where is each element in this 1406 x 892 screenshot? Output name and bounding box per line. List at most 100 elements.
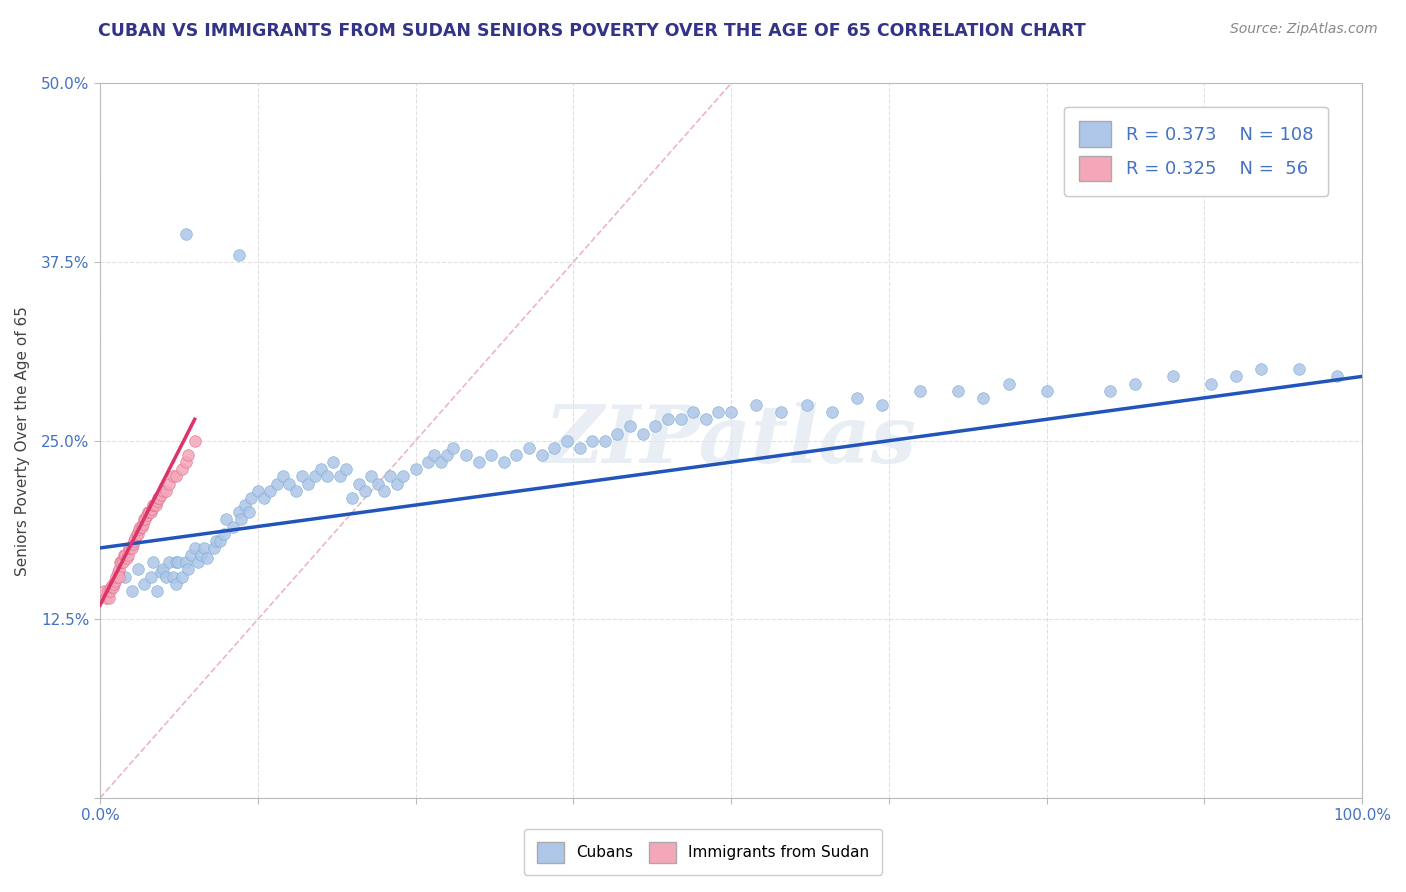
Point — [162, 569, 184, 583]
Point — [208, 533, 231, 548]
Point — [304, 469, 326, 483]
Point — [135, 508, 157, 522]
Point — [141, 502, 163, 516]
Point — [129, 519, 152, 533]
Point — [530, 448, 553, 462]
Point — [796, 398, 818, 412]
Point — [246, 483, 269, 498]
Point — [271, 469, 294, 483]
Point — [405, 462, 427, 476]
Point — [159, 555, 181, 569]
Point — [1225, 369, 1247, 384]
Point — [707, 405, 730, 419]
Point — [134, 512, 156, 526]
Point — [124, 531, 146, 545]
Point — [322, 455, 344, 469]
Point — [193, 541, 215, 555]
Point — [695, 412, 717, 426]
Point — [479, 448, 502, 462]
Point — [149, 488, 172, 502]
Point — [108, 562, 131, 576]
Point — [872, 398, 894, 412]
Point — [162, 469, 184, 483]
Point — [134, 576, 156, 591]
Point — [972, 391, 994, 405]
Point — [1035, 384, 1057, 398]
Point — [174, 455, 197, 469]
Point — [543, 441, 565, 455]
Point — [347, 476, 370, 491]
Point — [291, 469, 314, 483]
Point — [454, 448, 477, 462]
Point — [97, 583, 120, 598]
Point — [127, 526, 149, 541]
Point — [114, 569, 136, 583]
Point — [297, 476, 319, 491]
Point — [745, 398, 768, 412]
Point — [167, 555, 190, 569]
Point — [159, 476, 181, 491]
Point — [517, 441, 540, 455]
Point — [97, 591, 120, 605]
Point — [155, 483, 177, 498]
Point — [221, 519, 243, 533]
Point — [946, 384, 969, 398]
Point — [492, 455, 515, 469]
Point — [177, 448, 200, 462]
Point — [238, 505, 260, 519]
Point — [329, 469, 352, 483]
Point — [354, 483, 377, 498]
Point — [215, 512, 238, 526]
Point — [142, 498, 165, 512]
Point — [1098, 384, 1121, 398]
Point — [316, 469, 339, 483]
Point — [111, 555, 134, 569]
Point — [505, 448, 527, 462]
Point — [373, 483, 395, 498]
Point — [1250, 362, 1272, 376]
Text: Source: ZipAtlas.com: Source: ZipAtlas.com — [1230, 22, 1378, 37]
Point — [568, 441, 591, 455]
Point — [148, 491, 170, 505]
Point — [183, 434, 205, 448]
Point — [165, 555, 187, 569]
Point — [117, 548, 139, 562]
Point — [104, 574, 127, 588]
Point — [93, 583, 115, 598]
Point — [1123, 376, 1146, 391]
Point — [128, 522, 150, 536]
Point — [114, 548, 136, 562]
Point — [121, 541, 143, 555]
Point — [139, 505, 162, 519]
Point — [997, 376, 1019, 391]
Point — [183, 541, 205, 555]
Point — [212, 526, 235, 541]
Point — [228, 505, 250, 519]
Point — [418, 455, 440, 469]
Point — [253, 491, 276, 505]
Point — [100, 580, 122, 594]
Point — [187, 555, 209, 569]
Point — [121, 536, 143, 550]
Point — [120, 541, 142, 555]
Point — [112, 548, 135, 562]
Point — [1161, 369, 1184, 384]
Point — [98, 583, 121, 598]
Point — [205, 533, 228, 548]
Point — [910, 384, 932, 398]
Point — [177, 562, 200, 576]
Point — [152, 562, 174, 576]
Point — [429, 455, 451, 469]
Point — [821, 405, 844, 419]
Point — [149, 566, 172, 580]
Point — [278, 476, 301, 491]
Point — [467, 455, 489, 469]
Point — [367, 476, 389, 491]
Point — [152, 483, 174, 498]
Point — [146, 491, 169, 505]
Point — [240, 491, 263, 505]
Point — [101, 580, 124, 594]
Point — [360, 469, 382, 483]
Point — [122, 533, 145, 548]
Legend: Cubans, Immigrants from Sudan: Cubans, Immigrants from Sudan — [524, 830, 882, 875]
